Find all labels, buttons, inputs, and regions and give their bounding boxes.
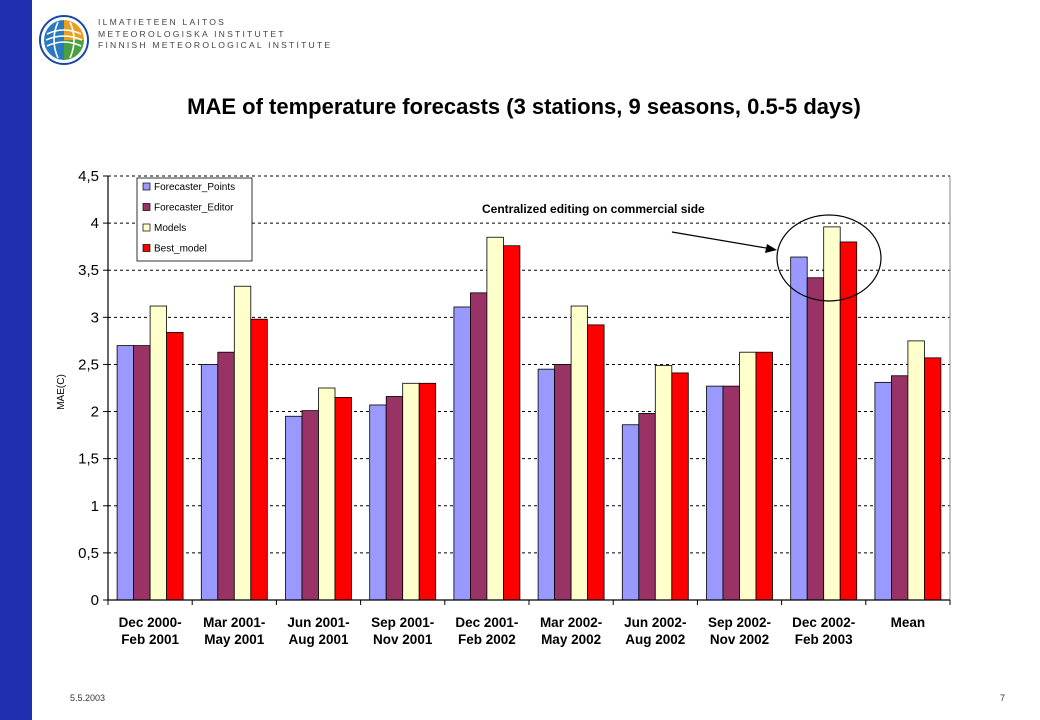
bar-forecaster-points — [200, 364, 219, 601]
bar-forecaster-editor — [891, 375, 909, 601]
x-category-label: May 2002 — [541, 632, 601, 647]
bar-forecaster-points — [621, 424, 640, 601]
bar-models — [318, 387, 336, 601]
bar-best-model — [166, 332, 184, 601]
bar-forecaster-points — [285, 415, 303, 601]
x-category-label: Mar 2002- — [540, 615, 602, 630]
y-tick-label: 1 — [91, 498, 99, 515]
x-category-label: Nov 2001 — [373, 632, 433, 647]
institute-line-en: FINNISH METEOROLOGICAL INSTITUTE — [98, 40, 333, 50]
x-category-label: Jun 2002- — [624, 615, 686, 630]
y-tick-label: 0,5 — [78, 545, 99, 562]
bar-models — [570, 305, 588, 601]
x-category-label: Dec 2002- — [792, 615, 855, 630]
bar-best-model — [502, 245, 521, 601]
annotation-text: Centralized editing on commercial side — [482, 202, 705, 216]
bar-forecaster-editor — [385, 396, 404, 601]
bar-models — [654, 364, 673, 601]
y-tick-label: 3 — [91, 309, 99, 326]
legend-swatch — [142, 223, 151, 232]
bar-forecaster-points — [706, 385, 724, 601]
bar-best-model — [418, 382, 437, 601]
legend: Forecaster_Points Forecaster_Editor Models… — [136, 177, 253, 262]
institute-name: ILMATIETEEN LAITOS METEOROLOGISKA INSTIT… — [98, 17, 332, 52]
bar-best-model — [671, 372, 689, 601]
bar-best-model — [755, 351, 773, 601]
legend-label: Models — [154, 223, 186, 234]
bar-models — [402, 382, 420, 601]
chart-title: MAE of temperature forecasts (3 stations… — [187, 94, 861, 119]
bar-best-model — [587, 324, 605, 601]
fmi-logo-icon — [39, 15, 89, 65]
x-category-label: May 2001 — [204, 632, 265, 647]
x-category-label: Sep 2001- — [371, 615, 434, 630]
bar-forecaster-editor — [133, 345, 151, 601]
bar-models — [823, 226, 841, 601]
bar-forecaster-points — [116, 345, 134, 601]
x-category-label: Aug 2001 — [288, 632, 349, 647]
bar-best-model — [250, 318, 268, 601]
bar-best-model — [924, 357, 942, 601]
bar-forecaster-editor — [722, 385, 740, 601]
annotation-arrow-head — [765, 244, 777, 253]
bar-forecaster-editor — [301, 410, 319, 601]
x-category-label: Nov 2002 — [710, 632, 769, 647]
x-category-label: Feb 2001 — [121, 632, 179, 647]
x-category-label: Feb 2003 — [795, 632, 853, 647]
x-category-label: Feb 2002 — [458, 632, 516, 647]
bar-forecaster-points — [369, 404, 387, 601]
x-category-label: Mean — [891, 615, 926, 630]
legend-swatch — [142, 203, 151, 211]
bar-forecaster-points — [790, 256, 808, 601]
bar-forecaster-points — [874, 381, 892, 601]
y-axis-label: MAE(C) — [56, 374, 67, 410]
bar-forecaster-editor — [217, 351, 235, 601]
y-tick-label: 2 — [91, 404, 99, 421]
bar-models — [233, 285, 252, 601]
axes: 0 0,5 1 1,5 2 2,5 3 3,5 4 4,5 MAE(C) Dec 2000- Feb 2… — [56, 168, 951, 647]
x-category-label: Aug 2002 — [625, 632, 685, 647]
footer-date: 5.5.2003 — [70, 693, 106, 703]
y-tick-label: 4 — [91, 215, 99, 232]
x-category-label: Dec 2001- — [455, 615, 518, 630]
institute-line-fi: ILMATIETEEN LAITOS — [98, 17, 227, 27]
legend-label: Forecaster_Editor — [154, 203, 234, 214]
legend-swatch — [142, 244, 151, 252]
y-tick-label: 2,5 — [78, 356, 99, 373]
bar-models — [739, 351, 757, 601]
footer-page-number: 7 — [1000, 693, 1006, 703]
x-category-label: Jun 2001- — [287, 615, 349, 630]
x-category-label: Sep 2002- — [708, 615, 771, 630]
bar-forecaster-editor — [806, 277, 825, 601]
legend-box — [136, 177, 253, 262]
annotation-arrow-line — [671, 231, 773, 250]
bar-models — [486, 236, 504, 601]
legend-label: Best_model — [154, 244, 207, 255]
bar-forecaster-editor — [554, 364, 572, 601]
legend-label: Forecaster_Points — [154, 182, 235, 193]
left-accent-bar — [0, 0, 32, 720]
highlight-ellipse — [776, 214, 882, 302]
y-tick-label: 1,5 — [78, 451, 99, 468]
bar-forecaster-points — [537, 368, 555, 601]
y-tick-label: 4,5 — [78, 168, 99, 185]
bar-models — [907, 340, 925, 601]
bar-best-model — [334, 397, 352, 601]
x-category-label: Mar 2001- — [203, 615, 265, 630]
y-tick-label: 0 — [91, 592, 99, 609]
institute-line-sv: METEOROLOGISKA INSTITUTET — [98, 28, 286, 39]
y-tick-label: 3,5 — [78, 262, 99, 279]
bars — [116, 226, 942, 601]
bar-forecaster-editor — [469, 292, 488, 601]
bar-forecaster-editor — [638, 413, 656, 601]
annotation: Centralized editing on commercial side — [482, 202, 882, 302]
x-category-label: Dec 2000- — [119, 615, 182, 630]
bar-forecaster-points — [453, 306, 471, 601]
legend-swatch — [142, 182, 151, 191]
bar-models — [149, 305, 168, 601]
